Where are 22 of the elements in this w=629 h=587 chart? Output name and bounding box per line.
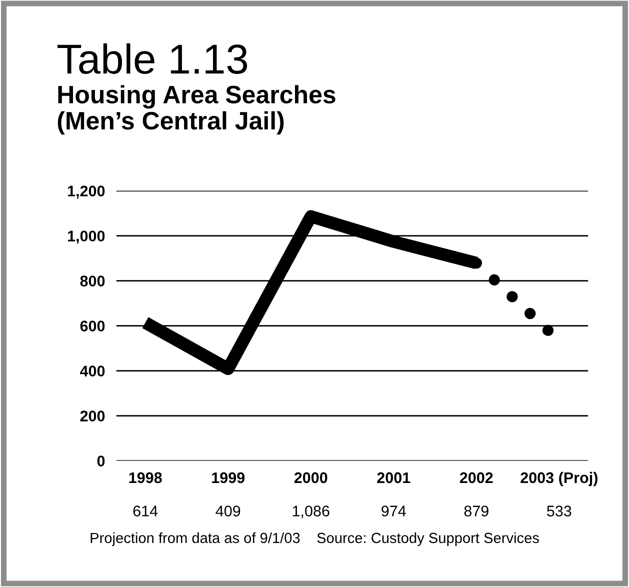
chart-title: Table 1.13 <box>58 43 248 74</box>
text: Projection from data as of 9/1/03 Source: Custody Support Services <box>90 532 539 546</box>
x-tick-label: 2001 <box>377 472 410 484</box>
text: 1,086 <box>292 506 330 518</box>
y-tick-label: 600 <box>80 320 105 332</box>
y-tick-label: 800 <box>80 276 105 286</box>
y-tick-label: 200 <box>80 410 105 422</box>
x-tick-label: 1998 <box>129 472 162 484</box>
x-tick-label: 2000 <box>294 472 328 484</box>
y-tick-label: 1,000 <box>68 230 105 244</box>
y-tick-label: 1,200 <box>68 186 105 199</box>
text: 409 <box>216 506 240 516</box>
text: 974 <box>382 506 406 516</box>
x-tick-label: 2002 <box>460 472 493 484</box>
x-tick-label: 2003 (Proj) <box>520 472 598 486</box>
text: 879 <box>464 506 488 516</box>
text: 533 <box>547 506 572 516</box>
chart-subtitle: Housing Area Searches (Men’s Central Jail) <box>58 85 336 135</box>
text: 614 <box>133 506 158 516</box>
y-tick-label: 400 <box>80 366 105 376</box>
y-tick-label: 0 <box>97 456 105 466</box>
x-tick-label: 1999 <box>212 472 245 484</box>
